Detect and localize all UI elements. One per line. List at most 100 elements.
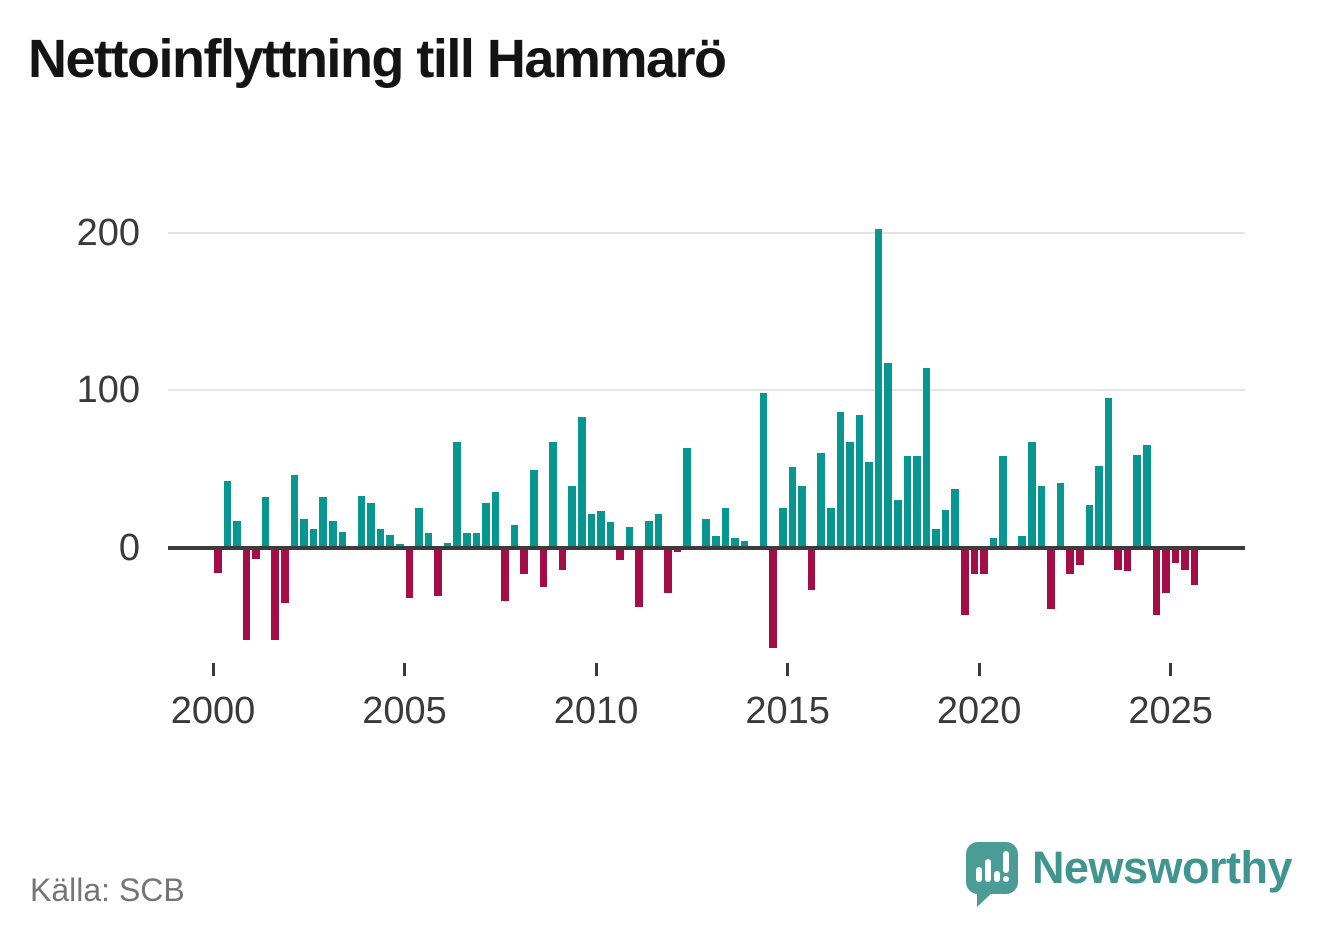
newsworthy-logo-icon [965, 842, 1018, 907]
data-bar [893, 500, 902, 548]
data-bar [1162, 547, 1170, 594]
data-bar [999, 456, 1007, 548]
data-bar [271, 547, 280, 641]
logo-exclamation-dot-icon [1002, 876, 1009, 882]
data-bar [1085, 504, 1094, 548]
data-bar [932, 528, 940, 548]
data-bar [731, 538, 739, 548]
data-bar [635, 547, 643, 608]
speech-bubble-tail-icon [976, 891, 994, 907]
data-bar [1152, 547, 1161, 616]
x-tick-mark-2005 [403, 663, 407, 676]
data-bar [884, 363, 892, 548]
data-bar [712, 536, 720, 548]
data-bar [1114, 547, 1122, 570]
data-bar [740, 541, 749, 548]
data-bar [242, 547, 251, 641]
x-tick-label-2025: 2025 [1128, 690, 1213, 732]
data-bar [281, 547, 289, 603]
data-bar [587, 514, 596, 548]
data-bar [309, 528, 318, 548]
x-tick-mark-2010 [594, 663, 598, 676]
data-bar [214, 547, 222, 573]
data-bar [1181, 547, 1189, 570]
data-bar [357, 495, 366, 548]
data-bar [664, 547, 672, 594]
x-tick-label-2020: 2020 [936, 690, 1022, 732]
data-bar [980, 547, 988, 575]
data-bar [233, 520, 241, 548]
data-bar [1018, 536, 1027, 548]
data-bar [759, 393, 768, 548]
data-bar [472, 533, 481, 548]
data-bar [386, 534, 394, 548]
data-bar [1056, 482, 1065, 548]
logo-exclamation-icon [1002, 851, 1009, 873]
data-bar [501, 547, 509, 602]
data-bar [252, 547, 260, 559]
data-bar [970, 547, 979, 575]
data-bar [539, 547, 548, 587]
data-bar [424, 533, 433, 548]
data-bar [836, 412, 845, 548]
logo-bar-icon [975, 867, 982, 882]
data-bar [702, 519, 711, 548]
data-bar [874, 229, 883, 548]
data-bar [1171, 547, 1180, 564]
data-bar [1123, 547, 1132, 572]
logo-bar-icon [993, 871, 1000, 882]
data-bar [625, 527, 634, 548]
data-bar [846, 441, 854, 548]
data-bar [290, 475, 299, 548]
data-bar [223, 481, 232, 548]
data-bar [673, 547, 682, 553]
data-bar [367, 503, 375, 548]
data-bar [807, 547, 816, 591]
x-tick-label-2015: 2015 [745, 690, 830, 732]
data-bar [434, 547, 442, 597]
x-tick-mark-2020 [977, 663, 981, 676]
data-bar [261, 497, 270, 548]
x-tick-label-2010: 2010 [553, 690, 639, 732]
data-bar [482, 503, 490, 548]
data-bar [328, 520, 337, 548]
data-bar [654, 514, 663, 548]
data-bar [520, 547, 529, 575]
data-bar [463, 533, 471, 548]
data-bar [300, 519, 308, 548]
data-bar [817, 453, 825, 548]
data-bar [1190, 547, 1199, 586]
data-bar [913, 456, 921, 548]
data-bar [558, 547, 567, 570]
x-tick-mark-2025 [1169, 663, 1173, 676]
data-bar [941, 509, 950, 548]
newsworthy-logo-text: Newsworthy [1031, 842, 1293, 893]
data-bar [788, 467, 797, 548]
x-tick-mark-2015 [786, 663, 790, 676]
data-bar [443, 542, 452, 548]
data-bar [453, 441, 462, 548]
data-bar [961, 547, 969, 616]
zero-axis-line [168, 545, 1245, 550]
data-bar [530, 470, 538, 548]
x-tick-label-2005: 2005 [362, 690, 447, 732]
gridline-100 [168, 389, 1245, 391]
data-bar [597, 511, 605, 548]
data-bar [989, 538, 998, 548]
data-bar [577, 416, 586, 548]
newsworthy-logo: Newsworthy [965, 842, 1293, 907]
data-bar [1104, 397, 1113, 548]
data-bar [644, 520, 653, 548]
data-bar [1047, 547, 1055, 609]
data-bar [568, 486, 576, 548]
data-bar [951, 489, 960, 548]
y-tick-label-200: 200 [76, 211, 140, 254]
data-bar [1142, 445, 1151, 548]
data-bar [779, 508, 787, 548]
source-caption: Källa: SCB [30, 872, 185, 908]
data-bar [798, 486, 806, 548]
data-bar [1075, 547, 1084, 565]
data-bar [1037, 486, 1046, 548]
